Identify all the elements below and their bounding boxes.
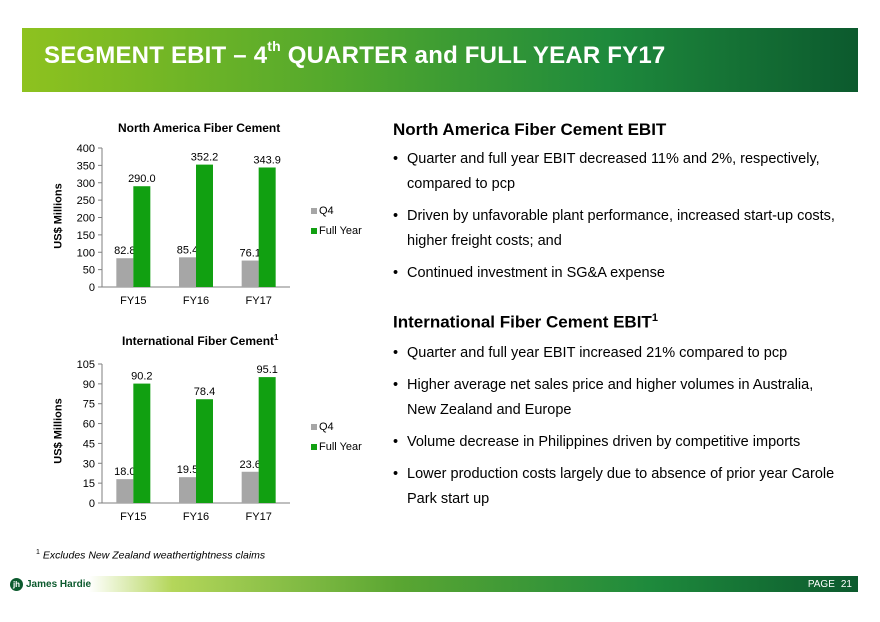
bullet-item: • Volume decrease in Philippines driven b…: [393, 430, 843, 455]
bar-q4: [179, 477, 196, 503]
x-tick-label: FY15: [120, 511, 146, 523]
data-label: 90.2: [131, 371, 152, 383]
y-tick-label: 105: [77, 359, 95, 371]
na-bullet-list: • Quarter and full year EBIT decreased 11…: [393, 147, 843, 293]
data-label: 78.4: [194, 386, 215, 398]
page-title: SEGMENT EBIT – 4th QUARTER and FULL YEAR…: [44, 38, 666, 69]
x-tick-label: FY17: [246, 295, 272, 307]
bullet-dot-icon: •: [393, 208, 399, 224]
y-tick-label: 45: [83, 438, 95, 450]
x-tick-label: FY15: [120, 295, 146, 307]
north-america-ebit-chart: North America Fiber Cement US$ Millions …: [0, 0, 380, 320]
x-tick-label: FY16: [183, 511, 209, 523]
data-label: 290.0: [128, 173, 156, 185]
title-banner: SEGMENT EBIT – 4th QUARTER and FULL YEAR…: [22, 28, 858, 92]
bar-full-year: [133, 186, 151, 287]
data-label: 85.4: [177, 244, 198, 256]
intl-section-title: International Fiber Cement EBIT1: [393, 312, 658, 332]
y-tick-label: 350: [77, 160, 95, 172]
chart-title: International Fiber Cement1: [122, 333, 279, 348]
y-tick-label: 250: [77, 195, 95, 207]
chart-plot: 0 15 30 45 60 75 90 105 FY15 18.0 90.2 FY16 19.5 78.4…: [77, 359, 363, 523]
intl-bullet-list: • Quarter and full year EBIT increased 21…: [393, 341, 843, 519]
bar-full-year: [258, 167, 276, 287]
james-hardie-logo-icon: jh: [10, 577, 23, 591]
bullet-dot-icon: •: [393, 265, 399, 281]
footer-bar: [22, 576, 858, 592]
bullet-dot-icon: •: [393, 377, 399, 393]
bar-q4: [116, 479, 134, 503]
y-tick-label: 0: [89, 282, 95, 294]
logo-text: James Hardie: [26, 578, 92, 590]
y-tick-label: 0: [89, 498, 95, 510]
footnote: 1 Excludes New Zealand weathertightness …: [36, 549, 266, 562]
y-tick-label: 300: [77, 178, 95, 190]
legend-swatch: [311, 424, 317, 430]
bullet-dot-icon: •: [393, 466, 399, 482]
y-tick-label: 50: [83, 265, 95, 277]
y-tick-label: 90: [83, 379, 95, 391]
data-label: 23.6: [239, 459, 260, 471]
chart-plot: 0 50 100 150 200 250 300 350 400 FY15 82.8 290.0 FY1…: [77, 143, 363, 307]
legend-label: Q4: [319, 421, 334, 433]
bar-full-year: [133, 383, 151, 503]
data-label: 95.1: [256, 364, 277, 376]
legend-swatch: [311, 444, 317, 450]
data-label: 76.1: [239, 248, 260, 260]
bar-q4: [241, 260, 259, 287]
y-tick-label: 30: [83, 458, 95, 470]
bar-full-year: [258, 377, 276, 503]
y-tick-label: 400: [77, 143, 95, 155]
bullet-dot-icon: •: [393, 151, 399, 167]
y-tick-label: 150: [77, 230, 95, 242]
y-tick-label: 60: [83, 419, 95, 431]
page-number: PAGE 21: [807, 579, 852, 590]
bullet-item: • Lower production costs largely due to a…: [393, 462, 843, 512]
bar-full-year: [196, 399, 213, 503]
y-tick-label: 15: [83, 478, 95, 490]
bar-q4: [116, 258, 134, 287]
data-label: 352.2: [191, 152, 219, 164]
company-logo: jh James Hardie: [10, 576, 91, 592]
data-label: 343.9: [253, 154, 281, 166]
chart-title: North America Fiber Cement: [118, 121, 281, 135]
bullet-item: • Driven by unfavorable plant performance…: [393, 204, 843, 254]
bullet-item: • Quarter and full year EBIT increased 21…: [393, 341, 843, 366]
x-tick-label: FY16: [183, 295, 209, 307]
legend-swatch: [311, 228, 317, 234]
international-ebit-chart: International Fiber Cement1 US$ Millions…: [0, 0, 380, 540]
bullet-item: • Quarter and full year EBIT decreased 11…: [393, 147, 843, 197]
bullet-item: • Continued investment in SG&A expense: [393, 261, 843, 286]
data-label: 18.0: [114, 466, 135, 478]
data-label: 19.5: [177, 464, 198, 476]
bar-q4: [179, 257, 196, 287]
x-tick-label: FY17: [246, 511, 272, 523]
bullet-dot-icon: •: [393, 345, 399, 361]
bullet-dot-icon: •: [393, 434, 399, 450]
y-tick-label: 100: [77, 247, 95, 259]
data-label: 82.8: [114, 245, 135, 257]
legend-swatch: [311, 208, 317, 214]
bullet-item: • Higher average net sales price and high…: [393, 373, 843, 423]
y-tick-label: 200: [77, 213, 95, 225]
bar-full-year: [196, 164, 213, 287]
legend-label: Full Year: [319, 441, 362, 453]
y-tick-label: 75: [83, 399, 95, 411]
legend-label: Full Year: [319, 225, 362, 237]
legend-label: Q4: [319, 205, 334, 217]
na-section-title: North America Fiber Cement EBIT: [393, 120, 667, 139]
bar-q4: [241, 471, 259, 503]
